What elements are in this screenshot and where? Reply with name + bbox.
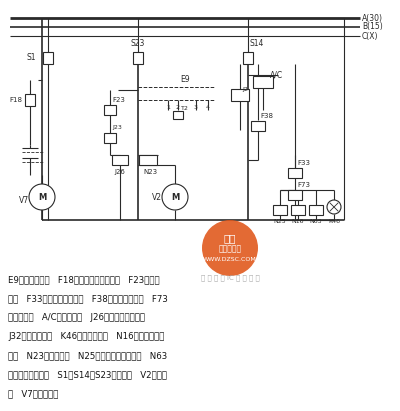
Circle shape — [162, 184, 188, 210]
Text: F73: F73 — [297, 182, 310, 188]
Text: N23: N23 — [143, 169, 157, 175]
Text: E9－鼓风机开关   F18－冷却风扇热敏开关   F23－高压: E9－鼓风机开关 F18－冷却风扇热敏开关 F23－高压 — [8, 275, 160, 284]
Text: M: M — [38, 192, 46, 201]
Text: J26: J26 — [114, 169, 126, 175]
Text: 开关   F33－蒸发器温控开关   F38－环境温度开关   F73: 开关 F33－蒸发器温控开关 F38－环境温度开关 F73 — [8, 294, 168, 303]
Circle shape — [327, 200, 341, 214]
Bar — [309, 205, 323, 215]
Text: WWW.DZSC.COM: WWW.DZSC.COM — [203, 256, 257, 261]
Bar — [288, 190, 302, 200]
Text: －低压开关   A/C－空调开关   J26－冷却风扇继电器: －低压开关 A/C－空调开关 J26－冷却风扇继电器 — [8, 313, 145, 322]
Circle shape — [202, 220, 258, 276]
Bar — [43, 52, 53, 64]
Text: S1: S1 — [26, 53, 36, 62]
Bar — [25, 94, 35, 106]
Text: N16: N16 — [292, 219, 304, 224]
Text: S14: S14 — [250, 39, 264, 48]
Text: N25: N25 — [274, 219, 286, 224]
Text: 2: 2 — [176, 104, 180, 109]
Text: V7: V7 — [19, 196, 29, 205]
Circle shape — [29, 184, 55, 210]
Bar — [291, 205, 305, 215]
Text: S23: S23 — [131, 39, 145, 48]
Bar — [112, 155, 128, 165]
Text: 全 球 最 大 IC 采 购 网 站: 全 球 最 大 IC 采 购 网 站 — [201, 275, 259, 281]
Text: A/C: A/C — [270, 71, 283, 79]
Text: J23: J23 — [112, 125, 122, 129]
Text: V2: V2 — [152, 192, 162, 201]
Bar — [273, 205, 287, 215]
Text: K46: K46 — [328, 219, 340, 224]
Bar — [231, 89, 249, 101]
Bar — [251, 121, 265, 131]
Bar — [253, 76, 273, 88]
Bar — [288, 168, 302, 178]
Text: F38: F38 — [260, 113, 273, 119]
Text: F18: F18 — [9, 97, 22, 103]
Text: 电子市场网: 电子市场网 — [218, 245, 242, 254]
Text: N63: N63 — [310, 219, 322, 224]
Text: F33: F33 — [297, 160, 310, 166]
Bar — [104, 133, 116, 143]
Text: 维库: 维库 — [224, 233, 236, 243]
Text: T2: T2 — [181, 106, 189, 111]
Bar — [133, 52, 143, 64]
Text: 磁阀   N23－串联电阻   N25－压缩机电磁离合器   N63: 磁阀 N23－串联电阻 N25－压缩机电磁离合器 N63 — [8, 351, 167, 360]
Bar — [243, 52, 253, 64]
Text: 3: 3 — [194, 104, 198, 109]
Text: E9: E9 — [180, 76, 190, 85]
Bar — [173, 111, 183, 119]
Bar — [139, 155, 157, 165]
Text: F23: F23 — [112, 97, 125, 103]
Text: 机   V7－冷却风扇: 机 V7－冷却风扇 — [8, 389, 58, 398]
Text: J2: J2 — [242, 88, 248, 92]
Text: J32－空调继电器   K46－空调指示灯   N16－怠速截止电: J32－空调继电器 K46－空调指示灯 N16－怠速截止电 — [8, 332, 164, 341]
Text: 4: 4 — [206, 104, 210, 109]
Text: A(30): A(30) — [362, 14, 383, 23]
Text: 1: 1 — [166, 104, 170, 109]
Bar — [104, 105, 116, 115]
Text: M: M — [171, 192, 179, 201]
Text: C(X): C(X) — [362, 32, 378, 41]
Text: －新鲜空气电磁阀   S1、S14、S23－保险丝   V2－鼓风: －新鲜空气电磁阀 S1、S14、S23－保险丝 V2－鼓风 — [8, 370, 167, 379]
Text: B(15): B(15) — [362, 23, 383, 32]
